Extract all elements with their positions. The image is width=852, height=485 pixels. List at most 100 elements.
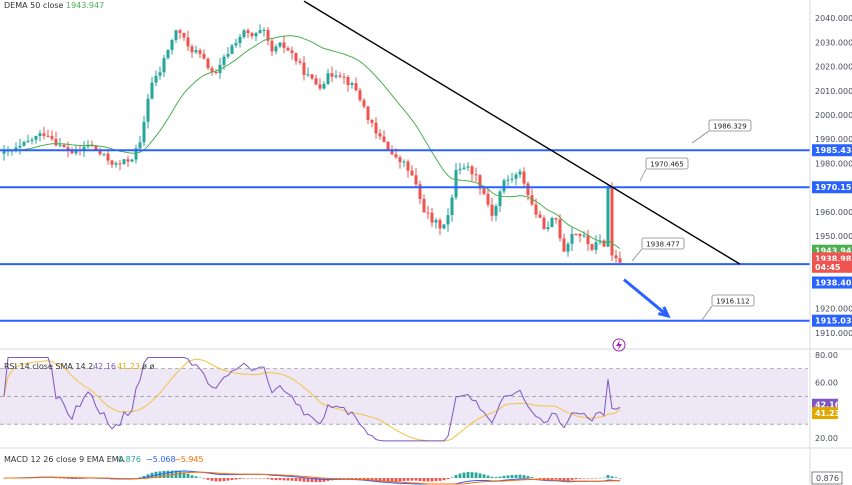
macd-histogram-bar (530, 477, 534, 478)
candle (538, 210, 542, 218)
macd-histogram-bar (434, 478, 438, 482)
price-callout[interactable]: 1938.477 (631, 237, 685, 262)
candle (230, 43, 234, 55)
price-tick-label: 2000.000 (815, 111, 852, 120)
macd-histogram-bar (222, 478, 226, 482)
candle (574, 233, 578, 236)
macd-histogram-bar (394, 478, 398, 482)
candle (306, 67, 310, 77)
candle (546, 221, 550, 232)
macd-histogram-bar (386, 478, 390, 482)
macd-histogram-bar (574, 478, 578, 480)
projection-arrow[interactable] (623, 278, 671, 319)
macd-histogram-bar (506, 475, 510, 478)
macd-histogram-bar (246, 478, 250, 479)
rsi-tick-label: 80.00 (815, 351, 838, 360)
macd-histogram-bar (58, 478, 62, 479)
candle (278, 42, 282, 49)
candle (178, 28, 182, 40)
price-pane[interactable]: 1986.329 1970.465 1938.477 1916.112 (0, 0, 810, 322)
dema-line (3, 35, 621, 250)
macd-histogram-bar (182, 472, 186, 478)
price-tag-label: 1970.155 (815, 183, 852, 192)
macd-histogram-bar (318, 478, 322, 483)
macd-histogram-bar (398, 478, 402, 482)
macd-histogram-bar (618, 478, 622, 479)
candle (610, 182, 614, 262)
macd-histogram-bar (462, 472, 466, 478)
macd-histogram-bar (610, 476, 614, 478)
candle (406, 159, 410, 178)
price-axis[interactable]: 2040.000 2030.000 2020.000 2010.000 2000.000… (812, 14, 852, 338)
candle (142, 115, 146, 147)
candle (118, 159, 122, 171)
candle (162, 54, 166, 77)
macd-histogram-bar (594, 478, 598, 479)
macd-histogram-bar (570, 478, 574, 480)
candle (122, 158, 126, 166)
macd-pane[interactable]: 0.876 (2, 470, 843, 485)
macd-histogram-bar (454, 475, 458, 478)
macd-histogram-bar (346, 478, 350, 480)
callout-label: 1916.112 (716, 298, 749, 306)
price-tick-label: 2010.000 (815, 87, 852, 96)
trend-line[interactable] (303, 0, 741, 265)
macd-histogram-bar (306, 478, 310, 482)
macd-histogram-bar (258, 478, 262, 479)
price-tag: 1985.434 (812, 144, 852, 157)
macd-histogram-bar (522, 475, 526, 478)
lightning-icon[interactable] (612, 338, 626, 352)
macd-histogram-bar (518, 474, 522, 478)
macd-histogram-bar (534, 478, 538, 479)
rsi-tag: 41.23 (812, 407, 840, 420)
price-tick-label: 2020.000 (815, 63, 852, 72)
candle (402, 159, 406, 168)
price-tick-label: 2030.000 (815, 38, 852, 47)
macd-histogram-bar (314, 478, 318, 483)
candle (174, 29, 178, 43)
candle (514, 172, 518, 186)
price-callout[interactable]: 1970.465 (639, 157, 689, 182)
price-callout[interactable]: 1986.329 (691, 119, 752, 144)
macd-histogram-bar (498, 476, 502, 478)
candle (30, 137, 34, 145)
macd-histogram-bar (554, 478, 558, 480)
candle (474, 167, 478, 182)
candle (498, 189, 502, 212)
macd-histogram-bar (286, 478, 290, 481)
macd-histogram-bar (270, 478, 274, 480)
price-callout[interactable]: 1916.112 (701, 294, 755, 321)
macd-histogram-bar (138, 477, 142, 478)
macd-histogram-bar (562, 478, 566, 481)
macd-histogram-bar (250, 478, 254, 479)
rsi-legend-value: 42.16 (93, 362, 116, 371)
price-tag: 1970.155 (812, 181, 852, 194)
candle (562, 233, 566, 252)
price-tick-label: 1910.000 (815, 329, 852, 338)
macd-histogram-bar (582, 478, 586, 479)
price-tag: 1938.403 (812, 276, 852, 289)
macd-histogram-bar (558, 478, 562, 480)
macd-histogram-bar (566, 478, 570, 481)
candle (462, 163, 466, 171)
rsi-legend-label: RSI 14 close SMA 14 2 (4, 362, 93, 371)
macd-histogram-bar (298, 478, 302, 482)
rsi-tag-label: 42.16 (815, 401, 841, 410)
candle (198, 48, 202, 59)
candle (42, 126, 46, 140)
macd-histogram-bar (426, 478, 430, 482)
candle (438, 217, 442, 235)
macd-signal-line (3, 471, 621, 485)
candle (258, 24, 262, 34)
macd-histogram-bar (614, 477, 618, 478)
macd-histogram-bar (150, 472, 154, 478)
candle (454, 163, 458, 200)
candle (294, 52, 298, 65)
macd-histogram-bar (538, 478, 542, 479)
rsi-tick-label: 60.00 (815, 379, 838, 388)
candle (310, 74, 314, 81)
price-tick-label: 1920.000 (815, 305, 852, 314)
candle (34, 135, 38, 144)
